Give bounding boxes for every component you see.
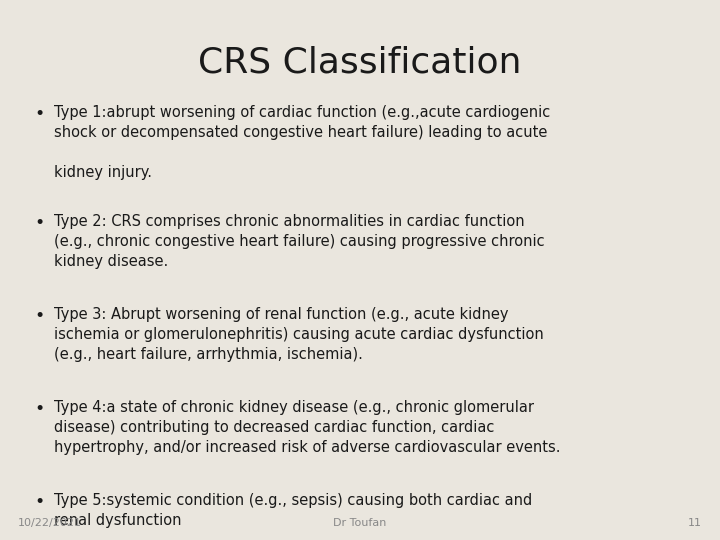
Text: 11: 11 bbox=[688, 518, 702, 528]
Text: •: • bbox=[35, 493, 45, 511]
Text: •: • bbox=[35, 307, 45, 325]
Text: Type 2: CRS comprises chronic abnormalities in cardiac function
(e.g., chronic c: Type 2: CRS comprises chronic abnormalit… bbox=[54, 214, 544, 269]
Text: Type 5:systemic condition (e.g., sepsis) causing both cardiac and
renal dysfunct: Type 5:systemic condition (e.g., sepsis)… bbox=[54, 493, 532, 528]
Text: Dr Toufan: Dr Toufan bbox=[333, 518, 387, 528]
Text: •: • bbox=[35, 400, 45, 418]
Text: Type 3: Abrupt worsening of renal function (e.g., acute kidney
ischemia or glome: Type 3: Abrupt worsening of renal functi… bbox=[54, 307, 544, 362]
Text: •: • bbox=[35, 105, 45, 123]
Text: 10/22/2021: 10/22/2021 bbox=[18, 518, 82, 528]
Text: Type 4:a state of chronic kidney disease (e.g., chronic glomerular
disease) cont: Type 4:a state of chronic kidney disease… bbox=[54, 400, 560, 455]
Text: Type 1:abrupt worsening of cardiac function (e.g.,acute cardiogenic
shock or dec: Type 1:abrupt worsening of cardiac funct… bbox=[54, 105, 550, 180]
Text: •: • bbox=[35, 214, 45, 232]
Text: CRS Classification: CRS Classification bbox=[198, 46, 522, 80]
